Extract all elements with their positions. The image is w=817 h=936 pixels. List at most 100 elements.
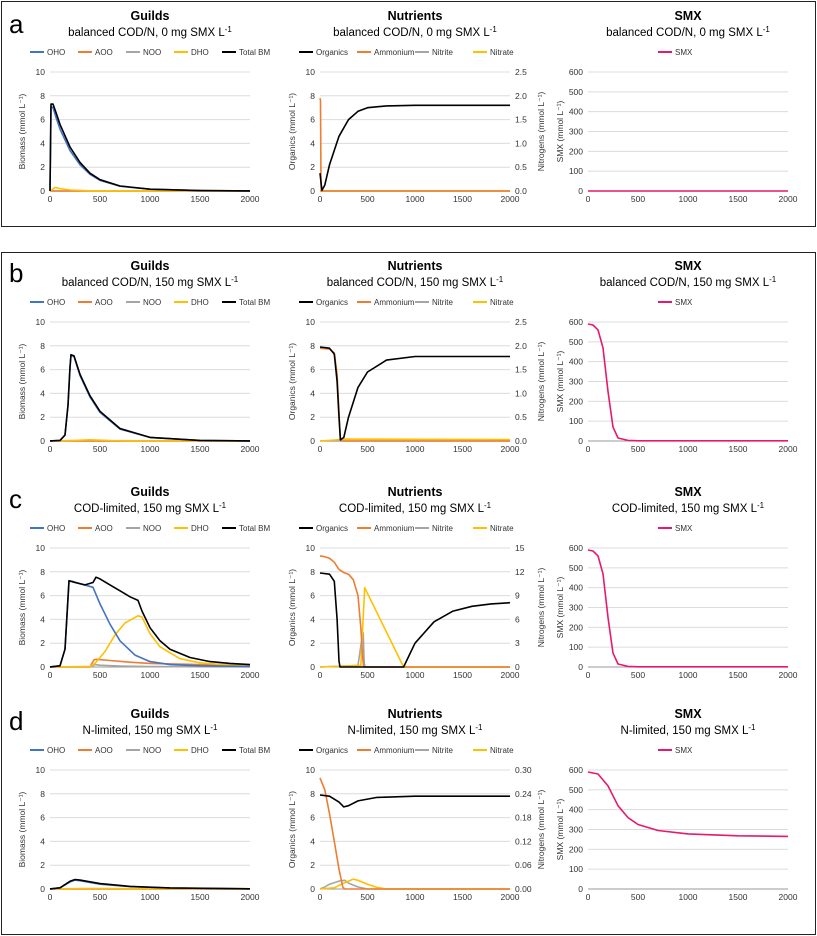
y-tick-label: 10 <box>306 67 316 77</box>
y-tick-label: 100 <box>569 864 583 874</box>
chart-b-nutrients: Nutrients balanced COD/N, 150 mg SMX L-1 O… <box>280 254 552 452</box>
chart-a-smx: SMX balanced COD/N, 0 mg SMX L-1 SMX 0 100 20… <box>548 4 817 202</box>
chart-subtitle: balanced COD/N, 150 mg SMX L-1 <box>600 275 777 289</box>
legend-label: AOO <box>95 524 113 533</box>
legend-item: Total BM <box>222 48 270 57</box>
y-tick-label: 2 <box>40 638 45 648</box>
chart-a-nutrients: Nutrients balanced COD/N, 0 mg SMX L-1 Org… <box>280 4 552 202</box>
y2-tick-label: 12 <box>515 567 525 577</box>
chart-svg: Guilds N-limited, 150 mg SMX L-1 OHO AOO NOO… <box>17 707 270 900</box>
frame-bcd <box>1 252 816 935</box>
y-tick-label: 200 <box>569 396 583 406</box>
y-tick-label: 0 <box>310 436 315 446</box>
legend-item: NOO <box>126 746 161 755</box>
y2-tick-label: 9 <box>515 591 520 601</box>
chart-subtitle-sup: -1 <box>748 723 756 732</box>
legend-label: AOO <box>95 746 113 755</box>
legend-label: Organics <box>316 48 348 57</box>
y-tick-label: 0 <box>578 436 583 446</box>
y-tick-label: 10 <box>36 317 46 327</box>
chart-subtitle-text: balanced COD/N, 150 mg SMX L <box>600 277 770 289</box>
legend-label: Nitrate <box>490 524 514 533</box>
legend-label: Ammonium <box>374 298 415 307</box>
chart-subtitle: balanced COD/N, 150 mg SMX L-1 <box>62 275 239 289</box>
y-tick-label: 300 <box>569 377 583 387</box>
x-tick-label: 0 <box>318 670 323 678</box>
y-tick-label: 0 <box>310 662 315 672</box>
legend-label: Ammonium <box>374 48 415 57</box>
y2-tick-label: 1.0 <box>515 388 527 398</box>
y-tick-label: 10 <box>36 543 46 553</box>
y2-tick-label: 15 <box>515 543 525 553</box>
series-line-ammonium <box>319 777 510 890</box>
y-axis-label: SMX (mmol L⁻¹) <box>555 799 565 861</box>
legend-label: AOO <box>95 48 113 57</box>
series-line-nitrite <box>319 632 510 668</box>
series-line-nitrate <box>319 878 510 890</box>
x-tick-label: 0 <box>586 892 591 900</box>
series-line-oho <box>49 580 251 668</box>
y-tick-label: 6 <box>310 591 315 601</box>
legend-item: AOO <box>78 746 113 755</box>
x-tick-label: 2000 <box>501 670 520 678</box>
x-tick-label: 500 <box>360 444 374 452</box>
y-tick-label: 600 <box>569 67 583 77</box>
legend-item: AOO <box>78 298 113 307</box>
y-tick-label: 2 <box>310 412 315 422</box>
chart-subtitle-text: balanced COD/N, 150 mg SMX L <box>327 277 497 289</box>
y-tick-label: 8 <box>40 789 45 799</box>
chart-svg: SMX balanced COD/N, 150 mg SMX L-1 SMX 0 100… <box>555 259 798 452</box>
legend-label: OHO <box>47 48 65 57</box>
x-tick-label: 1000 <box>141 892 160 900</box>
x-tick-label: 500 <box>360 670 374 678</box>
chart-subtitle-text: balanced COD/N, 0 mg SMX L <box>68 27 225 39</box>
series-line-total-bm <box>49 103 251 192</box>
y-tick-label: 8 <box>40 567 45 577</box>
legend-label: Nitrite <box>432 746 453 755</box>
legend-item: DHO <box>174 524 209 533</box>
x-tick-label: 1500 <box>729 892 748 900</box>
y-tick-label: 0 <box>310 186 315 196</box>
legend-item: Total BM <box>222 298 270 307</box>
y2-tick-label: 0.5 <box>515 412 527 422</box>
series-line-ammonium <box>319 347 510 442</box>
legend-item: Ammonium <box>357 524 415 533</box>
y2-axis-label: Nitrogens (mmol L⁻¹) <box>536 568 546 648</box>
chart-subtitle-sup: -1 <box>475 723 483 732</box>
y-tick-label: 100 <box>569 642 583 652</box>
x-tick-label: 500 <box>631 444 645 452</box>
chart-subtitle: COD-limited, 150 mg SMX L-1 <box>612 501 765 515</box>
legend-label: Nitrite <box>432 524 453 533</box>
chart-d-guilds: Guilds N-limited, 150 mg SMX L-1 OHO AOO NOO… <box>10 702 282 900</box>
x-tick-label: 1500 <box>191 444 210 452</box>
x-tick-label: 500 <box>631 892 645 900</box>
y-tick-label: 6 <box>40 813 45 823</box>
legend-label: SMX <box>675 746 693 755</box>
x-tick-label: 1500 <box>729 444 748 452</box>
y-axis-label: SMX (mmol L⁻¹) <box>555 577 565 639</box>
y-tick-label: 0 <box>310 884 315 894</box>
x-tick-label: 1500 <box>729 194 748 202</box>
series-line-organics <box>319 346 510 441</box>
y2-tick-label: 2.0 <box>515 341 527 351</box>
legend-label: Ammonium <box>374 524 415 533</box>
legend-item: Organics <box>299 524 348 533</box>
y-tick-label: 4 <box>310 138 315 148</box>
chart-title: SMX <box>674 9 702 23</box>
y-tick-label: 2 <box>310 638 315 648</box>
chart-svg: Nutrients balanced COD/N, 0 mg SMX L-1 Org… <box>287 9 546 202</box>
legend-item: Nitrate <box>473 524 514 533</box>
series-line-total-bm <box>49 576 251 668</box>
chart-subtitle-sup: -1 <box>225 25 233 34</box>
y-tick-label: 4 <box>310 836 315 846</box>
chart-subtitle: balanced COD/N, 0 mg SMX L-1 <box>68 25 232 39</box>
chart-subtitle: N-limited, 150 mg SMX L-1 <box>83 723 218 737</box>
y-tick-label: 400 <box>569 357 583 367</box>
chart-c-guilds: Guilds COD-limited, 150 mg SMX L-1 OHO AOO N… <box>10 480 282 678</box>
legend-item: Nitrite <box>415 524 453 533</box>
y-axis-label: SMX (mmol L⁻¹) <box>555 351 565 413</box>
legend-label: Organics <box>316 524 348 533</box>
x-tick-label: 0 <box>586 194 591 202</box>
legend-item: Nitrate <box>473 746 514 755</box>
y2-tick-label: 0.18 <box>515 813 532 823</box>
